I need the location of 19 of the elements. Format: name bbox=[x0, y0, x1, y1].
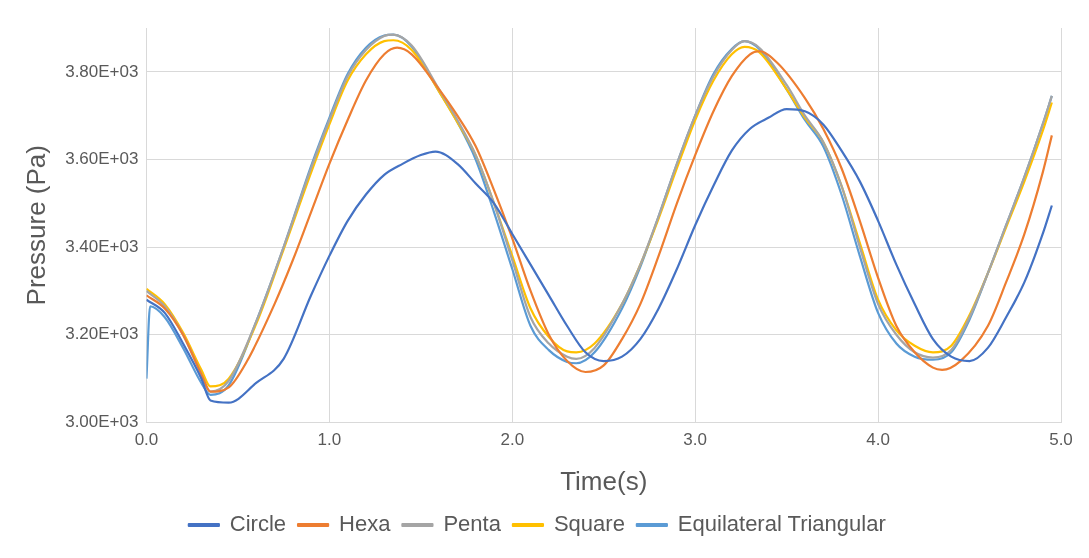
legend-label: Equilateral Triangular bbox=[677, 511, 886, 537]
legend-label: Penta bbox=[443, 511, 502, 537]
line-series bbox=[146, 107, 1053, 404]
x-tick-label: 4.0 bbox=[866, 430, 890, 450]
y-tick-label: 3.60E+03 bbox=[65, 149, 139, 169]
x-tick-label: 0.0 bbox=[134, 430, 159, 450]
x-axis-title: Time(s) bbox=[560, 465, 648, 496]
x-tick-label: 1.0 bbox=[317, 430, 342, 450]
x-tick-label: 3.0 bbox=[683, 430, 708, 450]
x-tick-label: 5.0 bbox=[1049, 430, 1073, 450]
y-tick-label: 3.20E+03 bbox=[65, 324, 139, 344]
legend-label: Square bbox=[553, 511, 625, 537]
x-tick-label: 2.0 bbox=[500, 430, 525, 450]
legend-label: Hexa bbox=[339, 511, 392, 537]
y-tick-label: 3.40E+03 bbox=[65, 236, 139, 256]
y-tick-label: 3.00E+03 bbox=[65, 412, 139, 432]
legend-label: Circle bbox=[229, 511, 287, 537]
y-tick-label: 3.80E+03 bbox=[65, 61, 139, 81]
y-axis-title: Pressure (Pa) bbox=[20, 145, 51, 306]
